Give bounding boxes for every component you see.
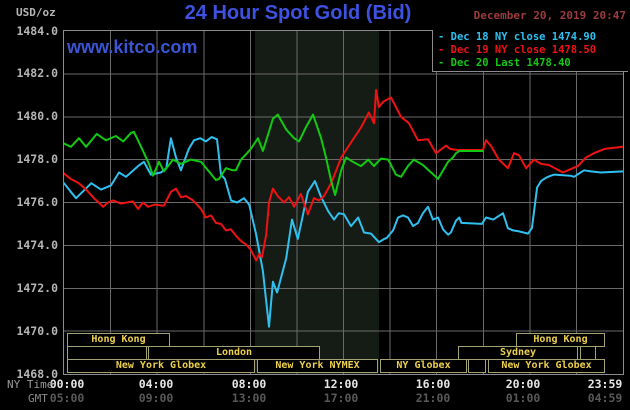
session-box-new-york-globex: New York Globex (488, 359, 605, 373)
session-box-empty (67, 346, 147, 360)
ny-time-tick-label: 23:59 (587, 377, 623, 391)
session-box-ny-globex: NY Globex (380, 359, 467, 373)
price-lines-svg (63, 31, 624, 374)
y-tick-label: 1474.0 (16, 237, 58, 252)
gmt-tick-label: 21:00 (415, 391, 451, 405)
gmt-tick-label: 04:59 (587, 391, 623, 405)
y-tick-label: 1478.0 (16, 152, 58, 167)
session-box-new-york-globex: New York Globex (67, 359, 255, 373)
legend-row: - Dec 18 NY close 1474.90 (438, 31, 597, 43)
session-box-new-york-nymex: New York NYMEX (257, 359, 378, 373)
gmt-tick-label: 01:00 (505, 391, 541, 405)
y-axis-units-label: USD/oz (16, 6, 56, 19)
gmt-axis-label: GMT (28, 392, 48, 405)
gmt-tick-label: 05:00 (49, 391, 85, 405)
y-tick-label: 1468.0 (16, 366, 58, 381)
price-line-dec-20 (63, 113, 484, 196)
session-box-empty (580, 346, 596, 360)
ny-time-tick-label: 04:00 (138, 377, 174, 391)
y-tick-label: 1480.0 (16, 109, 58, 124)
gmt-tick-label: 09:00 (138, 391, 174, 405)
plot-area (63, 30, 624, 375)
y-tick-label: 1482.0 (16, 66, 58, 81)
legend-row: - Dec 20 Last 1478.40 (438, 57, 571, 69)
y-tick-label: 1470.0 (16, 323, 58, 338)
session-box-empty (468, 359, 486, 373)
gmt-tick-label: 13:00 (231, 391, 267, 405)
legend-box: - Dec 18 NY close 1474.90- Dec 19 NY clo… (432, 30, 628, 72)
ny-time-tick-label: 08:00 (231, 377, 267, 391)
session-box-london: London (148, 346, 320, 360)
session-box-hong-kong: Hong Kong (67, 333, 170, 347)
chart-datetime: December 20, 2019 20:47 (473, 9, 626, 22)
ny-time-axis-label: NY Time (7, 378, 54, 391)
gmt-tick-label: 17:00 (323, 391, 359, 405)
session-box-hong-kong: Hong Kong (516, 333, 605, 347)
ny-time-tick-label: 16:00 (415, 377, 451, 391)
ny-time-tick-label: 12:00 (323, 377, 359, 391)
ny-time-tick-label: 00:00 (49, 377, 85, 391)
y-tick-label: 1472.0 (16, 280, 58, 295)
y-tick-label: 1484.0 (16, 23, 58, 38)
session-box-sydney: Sydney (458, 346, 578, 360)
ny-time-tick-label: 20:00 (505, 377, 541, 391)
y-tick-label: 1476.0 (16, 195, 58, 209)
price-line-dec-19 (63, 89, 624, 262)
legend-row: - Dec 19 NY close 1478.50 (438, 44, 597, 56)
kitco-watermark-link[interactable]: www.kitco.com (67, 37, 198, 57)
chart-title: 24 Hour Spot Gold (Bid) (184, 2, 412, 24)
